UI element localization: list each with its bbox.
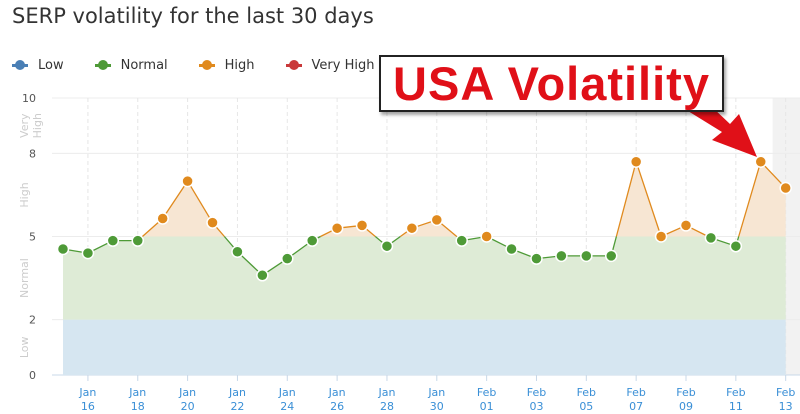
legend-item-low[interactable]: Low <box>12 58 64 73</box>
data-point <box>231 245 244 258</box>
data-point <box>604 249 618 263</box>
band-label: Very <box>18 113 31 138</box>
legend: Low Normal High Very High <box>12 58 405 73</box>
data-point <box>156 212 169 225</box>
x-tick-label: Jan <box>427 386 445 399</box>
x-tick-label: 13 <box>779 400 793 413</box>
page-title: SERP volatility for the last 30 days <box>12 4 374 28</box>
x-tick-label: Jan <box>328 386 346 399</box>
series-line-segment <box>738 161 762 237</box>
low-marker-icon <box>12 60 28 70</box>
data-point <box>430 213 444 227</box>
legend-label: Normal <box>120 58 168 73</box>
data-point <box>131 234 145 247</box>
x-tick-label: 16 <box>81 400 95 413</box>
data-point <box>281 252 294 265</box>
normal-marker-icon <box>94 60 111 70</box>
x-tick-label: Jan <box>228 386 246 399</box>
legend-label: High <box>224 58 255 73</box>
series-line-segment <box>162 180 189 219</box>
data-point <box>330 221 344 235</box>
y-tick-label: 10 <box>22 92 36 105</box>
data-point <box>206 216 219 229</box>
data-point <box>256 269 269 282</box>
data-point <box>355 219 369 232</box>
x-tick-label: 20 <box>181 400 195 413</box>
x-tick-label: Feb <box>676 386 695 399</box>
x-tick-label: Jan <box>78 386 96 399</box>
x-tick-label: 24 <box>280 400 294 413</box>
data-point <box>380 239 394 253</box>
data-point <box>81 246 95 260</box>
x-tick-label: 28 <box>380 400 394 413</box>
y-tick-label: 2 <box>29 314 36 327</box>
x-tick-label: 18 <box>131 400 145 413</box>
band-fill <box>63 319 786 375</box>
legend-label: Very High <box>311 58 375 73</box>
usa-volatility-callout: USA Volatility <box>379 55 724 112</box>
x-tick-label: 22 <box>230 400 244 413</box>
x-tick-label: 01 <box>480 400 494 413</box>
data-point <box>555 249 568 263</box>
legend-item-very-high[interactable]: Very High <box>285 58 375 73</box>
band-label: Normal <box>18 258 31 298</box>
y-tick-label: 5 <box>29 231 36 244</box>
series-line-segment <box>187 180 214 223</box>
x-tick-label: Feb <box>527 386 546 399</box>
data-point <box>305 234 319 247</box>
data-point <box>654 230 668 243</box>
band-fill <box>63 236 786 320</box>
band-label: High <box>31 113 44 138</box>
data-point <box>181 174 194 188</box>
x-tick-label: 26 <box>330 400 344 413</box>
x-tick-label: 09 <box>679 400 693 413</box>
very-high-marker-icon <box>285 60 302 70</box>
x-tick-label: Jan <box>128 386 146 399</box>
legend-item-high[interactable]: High <box>198 58 255 73</box>
x-tick-label: 11 <box>729 400 743 413</box>
data-point <box>580 249 593 263</box>
series-line-segment <box>615 161 637 237</box>
data-point <box>480 230 493 243</box>
band-label: Low <box>18 336 31 358</box>
data-point <box>679 219 693 232</box>
data-point <box>505 242 518 256</box>
data-point <box>530 252 543 265</box>
y-tick-label: 0 <box>29 369 36 382</box>
x-tick-label: Feb <box>477 386 496 399</box>
data-point <box>455 234 468 247</box>
legend-item-normal[interactable]: Normal <box>94 58 168 73</box>
data-point <box>405 221 419 235</box>
band-label: High <box>18 182 31 207</box>
x-tick-label: 03 <box>529 400 543 413</box>
data-point <box>729 239 743 253</box>
x-tick-label: Feb <box>776 386 795 399</box>
data-point <box>106 234 120 247</box>
x-tick-label: Jan <box>278 386 296 399</box>
data-point <box>56 242 70 256</box>
x-tick-label: Feb <box>577 386 596 399</box>
high-marker-icon <box>198 60 215 70</box>
x-tick-label: Jan <box>377 386 395 399</box>
x-tick-label: Feb <box>626 386 645 399</box>
legend-label: Low <box>38 58 64 73</box>
x-tick-label: 07 <box>629 400 643 413</box>
x-tick-label: Jan <box>178 386 196 399</box>
data-point <box>629 155 643 168</box>
series-line-segment <box>635 161 662 237</box>
x-tick-label: 05 <box>579 400 593 413</box>
x-tick-label: 30 <box>430 400 444 413</box>
data-point <box>779 181 792 195</box>
data-point <box>704 231 718 245</box>
data-point <box>754 155 768 168</box>
y-tick-label: 8 <box>29 147 36 160</box>
x-tick-label: Feb <box>726 386 745 399</box>
